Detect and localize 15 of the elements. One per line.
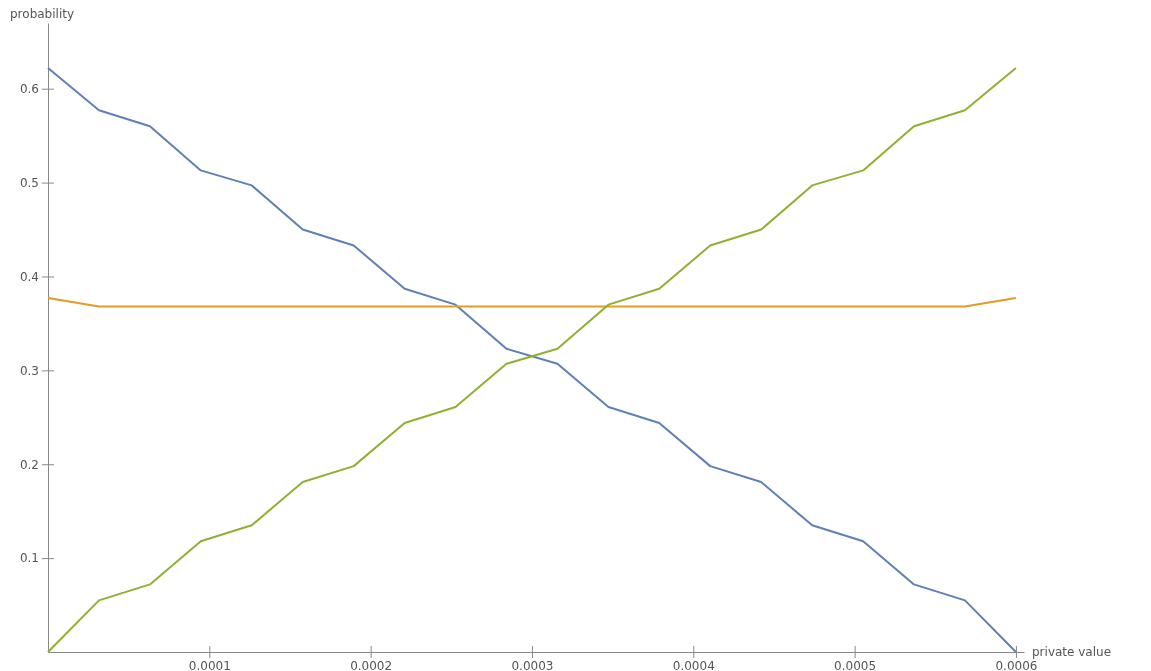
line-series — [47, 67, 1017, 653]
y-tick-label: 0.1 — [19, 551, 39, 566]
x-tick-label: 0.0003 — [511, 658, 554, 671]
x-tick-label: 0.0005 — [834, 658, 877, 671]
x-tick-label: 0.0006 — [995, 658, 1038, 671]
y-axis-title: probability — [10, 7, 75, 21]
x-tick-label: 0.0001 — [188, 658, 231, 671]
x-axis-title: private value — [1032, 645, 1112, 659]
y-tick-label: 0.2 — [19, 457, 39, 472]
x-tick-label: 0.0002 — [350, 658, 393, 671]
y-tick-label: 0.4 — [19, 269, 39, 284]
y-tick-label: 0.6 — [19, 82, 39, 97]
x-tick-label: 0.0004 — [672, 658, 715, 671]
y-tick-label: 0.5 — [19, 175, 39, 190]
y-tick-label: 0.3 — [19, 363, 39, 378]
